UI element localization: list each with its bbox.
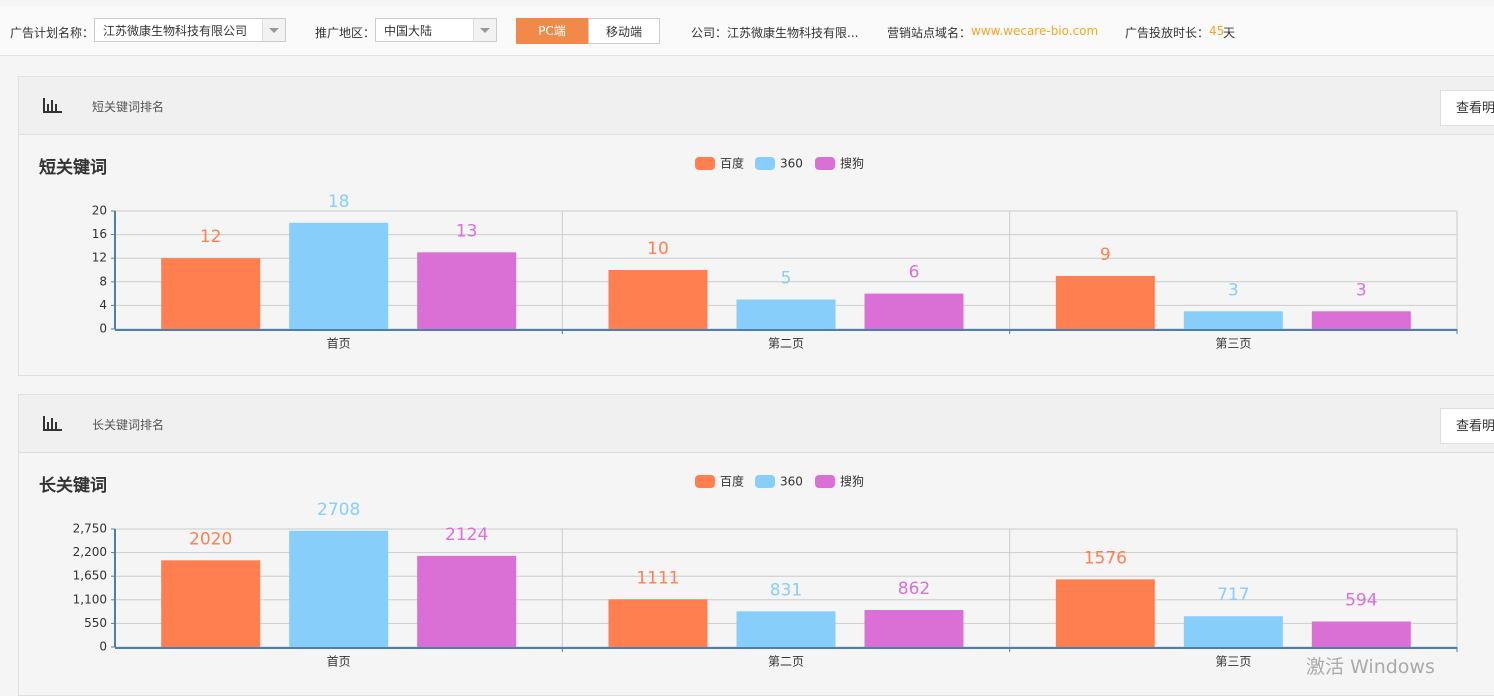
bar [1311, 621, 1411, 647]
legend-label: 360 [780, 475, 803, 489]
data-label: 13 [456, 221, 478, 241]
data-label: 18 [328, 192, 350, 212]
legend-label: 搜狗 [840, 474, 864, 489]
legend-swatch [815, 475, 835, 488]
chart: 长关键词 百度 360 搜狗 0 550 1,100 1,650 2,200 2,750 首页 202… [39, 474, 1458, 669]
data-label: 6 [909, 263, 920, 283]
region-select[interactable]: 中国大陆 [375, 18, 497, 42]
data-label: 10 [647, 239, 669, 259]
panel-header: 短关键词排名 查看明 [19, 77, 1494, 135]
dropdown-arrow [262, 19, 285, 41]
bar [289, 530, 389, 647]
bar [864, 610, 964, 647]
bar [608, 270, 708, 329]
data-label: 862 [898, 579, 930, 599]
legend-label: 百度 [720, 156, 744, 171]
y-tick-label: 550 [84, 616, 107, 630]
legend-swatch [815, 157, 835, 170]
y-tick-label: 20 [92, 204, 107, 218]
data-label: 594 [1345, 591, 1377, 611]
y-tick-label: 2,750 [73, 522, 107, 536]
bar [417, 252, 517, 329]
bar [1311, 311, 1411, 329]
duration-label: 广告投放时长： [1125, 26, 1210, 40]
legend-swatch [755, 157, 775, 170]
y-tick-label: 0 [99, 640, 107, 654]
panel-title: 长关键词排名 [92, 418, 165, 432]
panel-header: 长关键词排名 查看明 [19, 395, 1494, 453]
legend-label: 360 [780, 157, 803, 171]
bar [1183, 616, 1283, 647]
y-tick-label: 8 [99, 274, 107, 288]
data-label: 9 [1100, 245, 1111, 265]
data-label: 831 [770, 580, 802, 600]
bar [417, 555, 517, 647]
bar [161, 560, 261, 647]
y-tick-label: 1,650 [73, 569, 107, 583]
data-label: 2020 [189, 529, 232, 549]
detail-button[interactable]: 查看明 [1440, 408, 1494, 444]
data-label: 2708 [317, 500, 360, 520]
data-label: 3 [1356, 280, 1367, 300]
domain-label: 营销站点域名： [887, 26, 972, 40]
toolbar: 广告计划名称： 江苏微康生物科技有限公司 推广地区： 中国大陆 PC端 移动端 … [0, 6, 1494, 56]
x-tick-label: 第二页 [768, 337, 804, 351]
data-label: 2124 [445, 525, 488, 545]
plan-value: 江苏微康生物科技有限公司 [103, 24, 248, 38]
data-label: 3 [1228, 280, 1239, 300]
legend-label: 百度 [720, 474, 744, 489]
x-tick-label: 首页 [327, 337, 351, 351]
bar [736, 611, 836, 647]
y-tick-label: 2,200 [73, 545, 107, 559]
plan-select[interactable]: 江苏微康生物科技有限公司 [94, 18, 286, 42]
data-label: 717 [1217, 585, 1249, 605]
panel: 长关键词排名 查看明 长关键词 百度 360 搜狗 0 550 1,100 1,650 2,20… [18, 394, 1494, 696]
chart-icon [43, 98, 62, 113]
data-label: 5 [781, 269, 792, 289]
bar [161, 258, 261, 329]
chart-icon [43, 416, 62, 431]
y-tick-label: 0 [99, 322, 107, 336]
x-tick-label: 第二页 [768, 655, 804, 669]
domain-value[interactable]: www.wecare-bio.com [971, 24, 1099, 38]
y-tick-label: 1,100 [73, 592, 107, 606]
dropdown-arrow [473, 19, 496, 41]
data-label: 1111 [636, 568, 679, 588]
panel: 短关键词排名 查看明 短关键词 百度 360 搜狗 0 4 8 12 16 20 首页 12 18 13 第… [18, 76, 1494, 376]
panel-title: 短关键词排名 [92, 100, 165, 114]
bar [864, 293, 964, 329]
x-tick-label: 首页 [327, 655, 351, 669]
company: 公司：江苏微康生物科技有限... [691, 26, 859, 40]
bar [1183, 311, 1283, 329]
plan-label: 广告计划名称： [10, 26, 95, 40]
chart: 短关键词 百度 360 搜狗 0 4 8 12 16 20 首页 12 18 13 第二页 10 5 6 第三页 9 3… [39, 156, 1458, 351]
region-value: 中国大陆 [384, 24, 433, 38]
bar [1055, 275, 1155, 329]
data-label: 1576 [1084, 548, 1127, 568]
legend-swatch [755, 475, 775, 488]
bar [289, 222, 389, 329]
watermark: 激活 Windows [1306, 656, 1435, 678]
legend-swatch [695, 475, 715, 488]
bar [608, 599, 708, 647]
y-tick-label: 16 [92, 227, 107, 241]
legend-swatch [695, 157, 715, 170]
y-tick-label: 12 [92, 251, 107, 265]
data-label: 12 [200, 227, 222, 247]
chart-title: 短关键词 [39, 157, 107, 178]
bar [1055, 579, 1155, 647]
x-tick-label: 第三页 [1215, 655, 1251, 669]
tab-pc[interactable]: PC端 [516, 18, 588, 44]
bar [736, 299, 836, 329]
x-tick-label: 第三页 [1215, 337, 1251, 351]
legend-label: 搜狗 [840, 156, 864, 171]
chart-title: 长关键词 [39, 475, 107, 496]
y-tick-label: 4 [99, 298, 107, 312]
tab-mobile[interactable]: 移动端 [588, 18, 660, 44]
duration-unit: 天 [1223, 26, 1236, 40]
detail-button[interactable]: 查看明 [1440, 90, 1494, 126]
region-label: 推广地区： [315, 26, 376, 40]
duration-value: 45 [1209, 24, 1225, 38]
